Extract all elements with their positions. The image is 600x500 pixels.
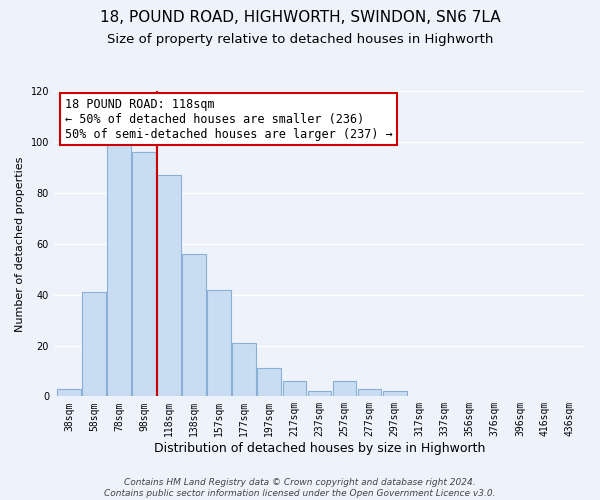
Y-axis label: Number of detached properties: Number of detached properties (15, 156, 25, 332)
Bar (283, 381, 307, 396)
Bar (182, 254, 206, 396)
Text: 18 POUND ROAD: 118sqm
← 50% of detached houses are smaller (236)
50% of semi-det: 18 POUND ROAD: 118sqm ← 50% of detached … (65, 98, 392, 140)
Bar (383, 392, 407, 396)
Bar (82, 292, 106, 397)
Text: Size of property relative to detached houses in Highworth: Size of property relative to detached ho… (107, 32, 493, 46)
Bar (107, 142, 131, 396)
Bar (332, 381, 356, 396)
Bar (57, 388, 81, 396)
Text: Contains HM Land Registry data © Crown copyright and database right 2024.
Contai: Contains HM Land Registry data © Crown c… (104, 478, 496, 498)
Bar (132, 152, 156, 396)
Bar (208, 290, 231, 397)
Bar (157, 176, 181, 396)
Text: 18, POUND ROAD, HIGHWORTH, SWINDON, SN6 7LA: 18, POUND ROAD, HIGHWORTH, SWINDON, SN6 … (100, 10, 500, 25)
Bar (257, 368, 281, 396)
Bar (358, 388, 382, 396)
Bar (308, 392, 331, 396)
Bar (232, 343, 256, 396)
X-axis label: Distribution of detached houses by size in Highworth: Distribution of detached houses by size … (154, 442, 485, 455)
